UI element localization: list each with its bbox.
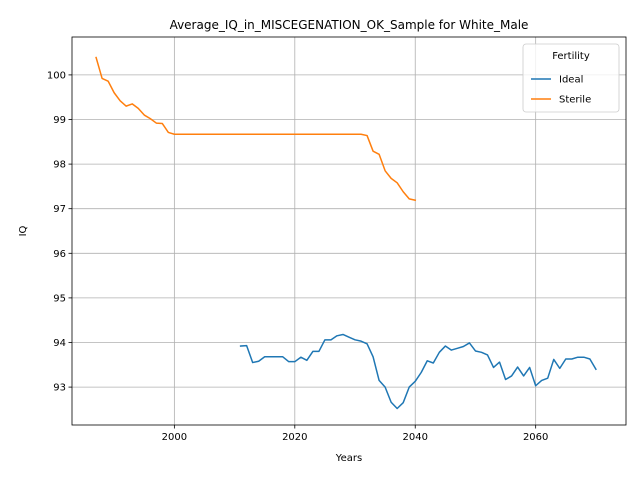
y-tick-label: 93: [53, 383, 66, 394]
y-tick-label: 95: [53, 293, 66, 304]
y-tick-label: 97: [53, 204, 66, 215]
y-axis-label: IQ: [18, 225, 29, 236]
chart-title: Average_IQ_in_MISCEGENATION_OK_Sample fo…: [170, 18, 529, 32]
legend-label-sterile: Sterile: [559, 95, 591, 106]
legend-title: Fertility: [552, 51, 590, 62]
x-axis-label: Years: [335, 453, 362, 464]
y-tick-label: 94: [53, 338, 66, 349]
legend: Fertility Ideal Sterile: [523, 44, 619, 112]
legend-label-ideal: Ideal: [559, 75, 583, 86]
x-tick-label: 2060: [523, 432, 548, 443]
y-tick-label: 96: [53, 249, 66, 260]
y-tick-label: 100: [47, 70, 66, 81]
y-tick-label: 98: [53, 160, 66, 171]
y-tick-label: 99: [53, 115, 66, 126]
x-tick-label: 2000: [162, 432, 187, 443]
x-tick-label: 2020: [282, 432, 307, 443]
x-tick-label: 2040: [403, 432, 428, 443]
